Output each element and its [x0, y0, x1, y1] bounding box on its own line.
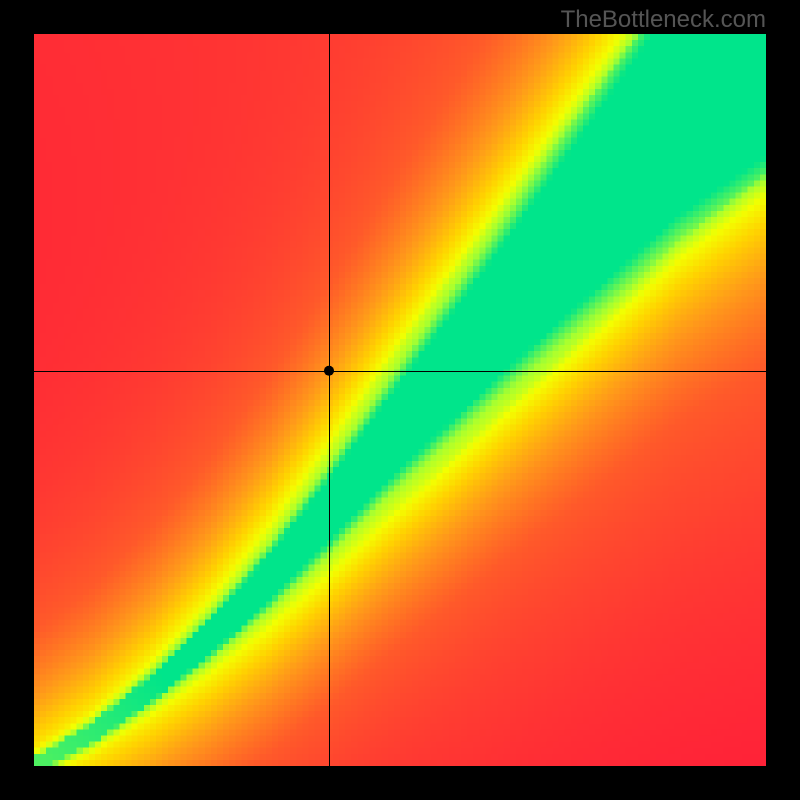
watermark-text: TheBottleneck.com — [561, 6, 766, 34]
chart-stage: TheBottleneck.com — [0, 0, 800, 800]
crosshair-overlay — [34, 34, 766, 766]
